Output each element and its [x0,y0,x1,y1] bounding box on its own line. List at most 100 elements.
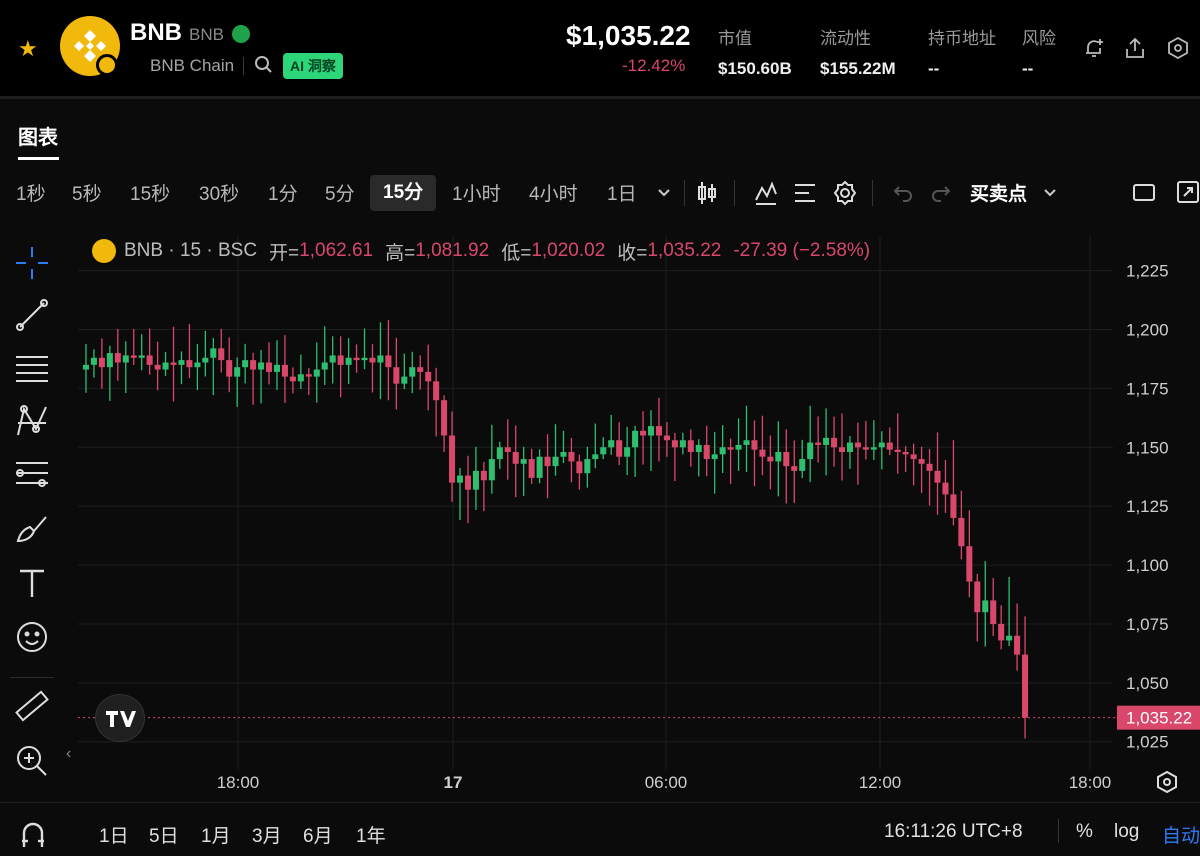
candle-type-icon[interactable] [695,180,719,211]
candle-body [918,459,925,464]
zoom-in-icon[interactable] [14,743,50,784]
range-3m[interactable]: 3月 [252,826,282,847]
candle-body [138,355,145,358]
trade-points-chevron-icon[interactable] [1042,184,1058,205]
ai-insight-button[interactable]: AI 洞察 [283,53,343,79]
candle-body [385,355,392,368]
bnb-logo [60,16,120,76]
interval-5s[interactable]: 5秒 [72,184,102,205]
legend-close-value: 1,035.22 [647,240,722,261]
log-scale-toggle[interactable]: log [1114,821,1140,842]
y-tick-label: 1,050 [1126,674,1169,693]
interval-1s[interactable]: 1秒 [16,184,46,205]
percent-scale-toggle[interactable]: % [1076,821,1093,842]
candle-body [520,459,527,464]
candle-body [878,442,885,448]
favorite-star-icon[interactable]: ★ [18,36,38,61]
fib-tool-icon[interactable] [14,457,50,498]
candle-body [958,517,965,547]
candle-body [313,369,320,377]
candle-body [377,355,384,363]
interval-4h[interactable]: 4小时 [529,184,578,205]
trade-points-toggle[interactable]: 买卖点 [970,184,1028,205]
candle-body [687,440,694,452]
candle-body [751,440,758,450]
interval-1h[interactable]: 1小时 [452,184,501,205]
clock-timezone[interactable]: 16:11:26 UTC+8 [884,821,1023,842]
magnet-icon[interactable] [18,819,48,854]
collapse-toolbar-icon[interactable]: ‹ [66,745,72,762]
interval-dropdown-chevron-icon[interactable] [656,184,672,205]
interval-1d[interactable]: 1日 [607,184,637,205]
tradingview-logo[interactable] [95,694,145,742]
candle-body [281,364,288,377]
add-alert-icon[interactable] [1082,36,1106,65]
candle-body [719,447,726,455]
current-price: $1,035.22 [566,20,691,51]
stat-label: 市值 [718,29,752,48]
candle-body [807,442,814,460]
brush-icon[interactable] [14,511,50,552]
candle-body [345,357,352,365]
indicators-icon[interactable] [754,180,778,211]
range-6m[interactable]: 6月 [303,826,333,847]
drawing-toolbar: ‹ [0,225,71,856]
interval-15m[interactable]: 15分 [370,175,437,211]
candle-body [775,452,782,462]
y-tick-label: 1,125 [1126,497,1169,516]
redo-icon[interactable] [930,180,952,211]
interval-1m[interactable]: 1分 [268,184,298,205]
toolbar-divider [734,180,735,206]
axis-settings-icon[interactable] [1155,770,1179,799]
candle-body [329,355,336,363]
emoji-icon[interactable] [14,619,50,660]
last-price-label: 1,035.22 [1126,709,1192,728]
last-price-tag [1117,705,1200,730]
layout-window-icon[interactable] [1132,182,1156,209]
divider [243,57,244,75]
candle-body [934,470,941,483]
interval-5m[interactable]: 5分 [325,184,355,205]
x-tick-label: 18:00 [217,773,260,792]
candle-body [512,452,519,464]
ruler-icon[interactable] [14,689,50,730]
share-icon[interactable] [1124,36,1146,65]
candle-body [576,461,583,474]
candle-body [353,357,360,361]
chart-settings-icon[interactable] [832,180,858,211]
range-5d[interactable]: 5日 [149,826,179,847]
pattern-tool-icon[interactable] [14,403,50,444]
candle-body [250,360,257,370]
tab-chart[interactable]: 图表 [18,127,58,149]
candle-body [178,360,185,365]
stat-value: -- [1022,59,1034,78]
candle-body [838,447,846,452]
settings-icon[interactable] [1166,36,1190,65]
candle-body [114,353,121,363]
trend-line-icon[interactable] [14,297,50,338]
layout-list-icon[interactable] [793,180,817,211]
legend-low-value: 1,020.02 [531,240,606,261]
range-1m[interactable]: 1月 [201,826,231,847]
search-icon[interactable] [254,54,274,81]
chain-name[interactable]: BNB Chain [150,56,235,75]
range-1y[interactable]: 1年 [356,826,386,847]
candle-body [1014,635,1021,655]
fullscreen-icon[interactable] [1176,180,1200,209]
crosshair-icon[interactable] [14,245,50,286]
horizontal-lines-icon[interactable] [14,351,50,392]
interval-15s[interactable]: 15秒 [130,184,171,205]
range-1d[interactable]: 1日 [99,826,129,847]
text-tool-icon[interactable] [14,565,50,606]
stat-label: 流动性 [820,29,871,48]
candle-body [815,442,822,445]
interval-30s[interactable]: 30秒 [199,184,240,205]
x-tick-label: 06:00 [645,773,688,792]
candle-body [210,348,217,358]
undo-icon[interactable] [892,180,914,211]
y-tick-label: 1,200 [1126,321,1169,340]
y-tick-label: 1,150 [1126,438,1169,457]
price-chart[interactable]: 1,225 1,200 1,175 1,150 1,125 1,100 1,075 1,050… [78,236,1200,802]
auto-scale-toggle[interactable]: 自动 [1162,826,1200,847]
